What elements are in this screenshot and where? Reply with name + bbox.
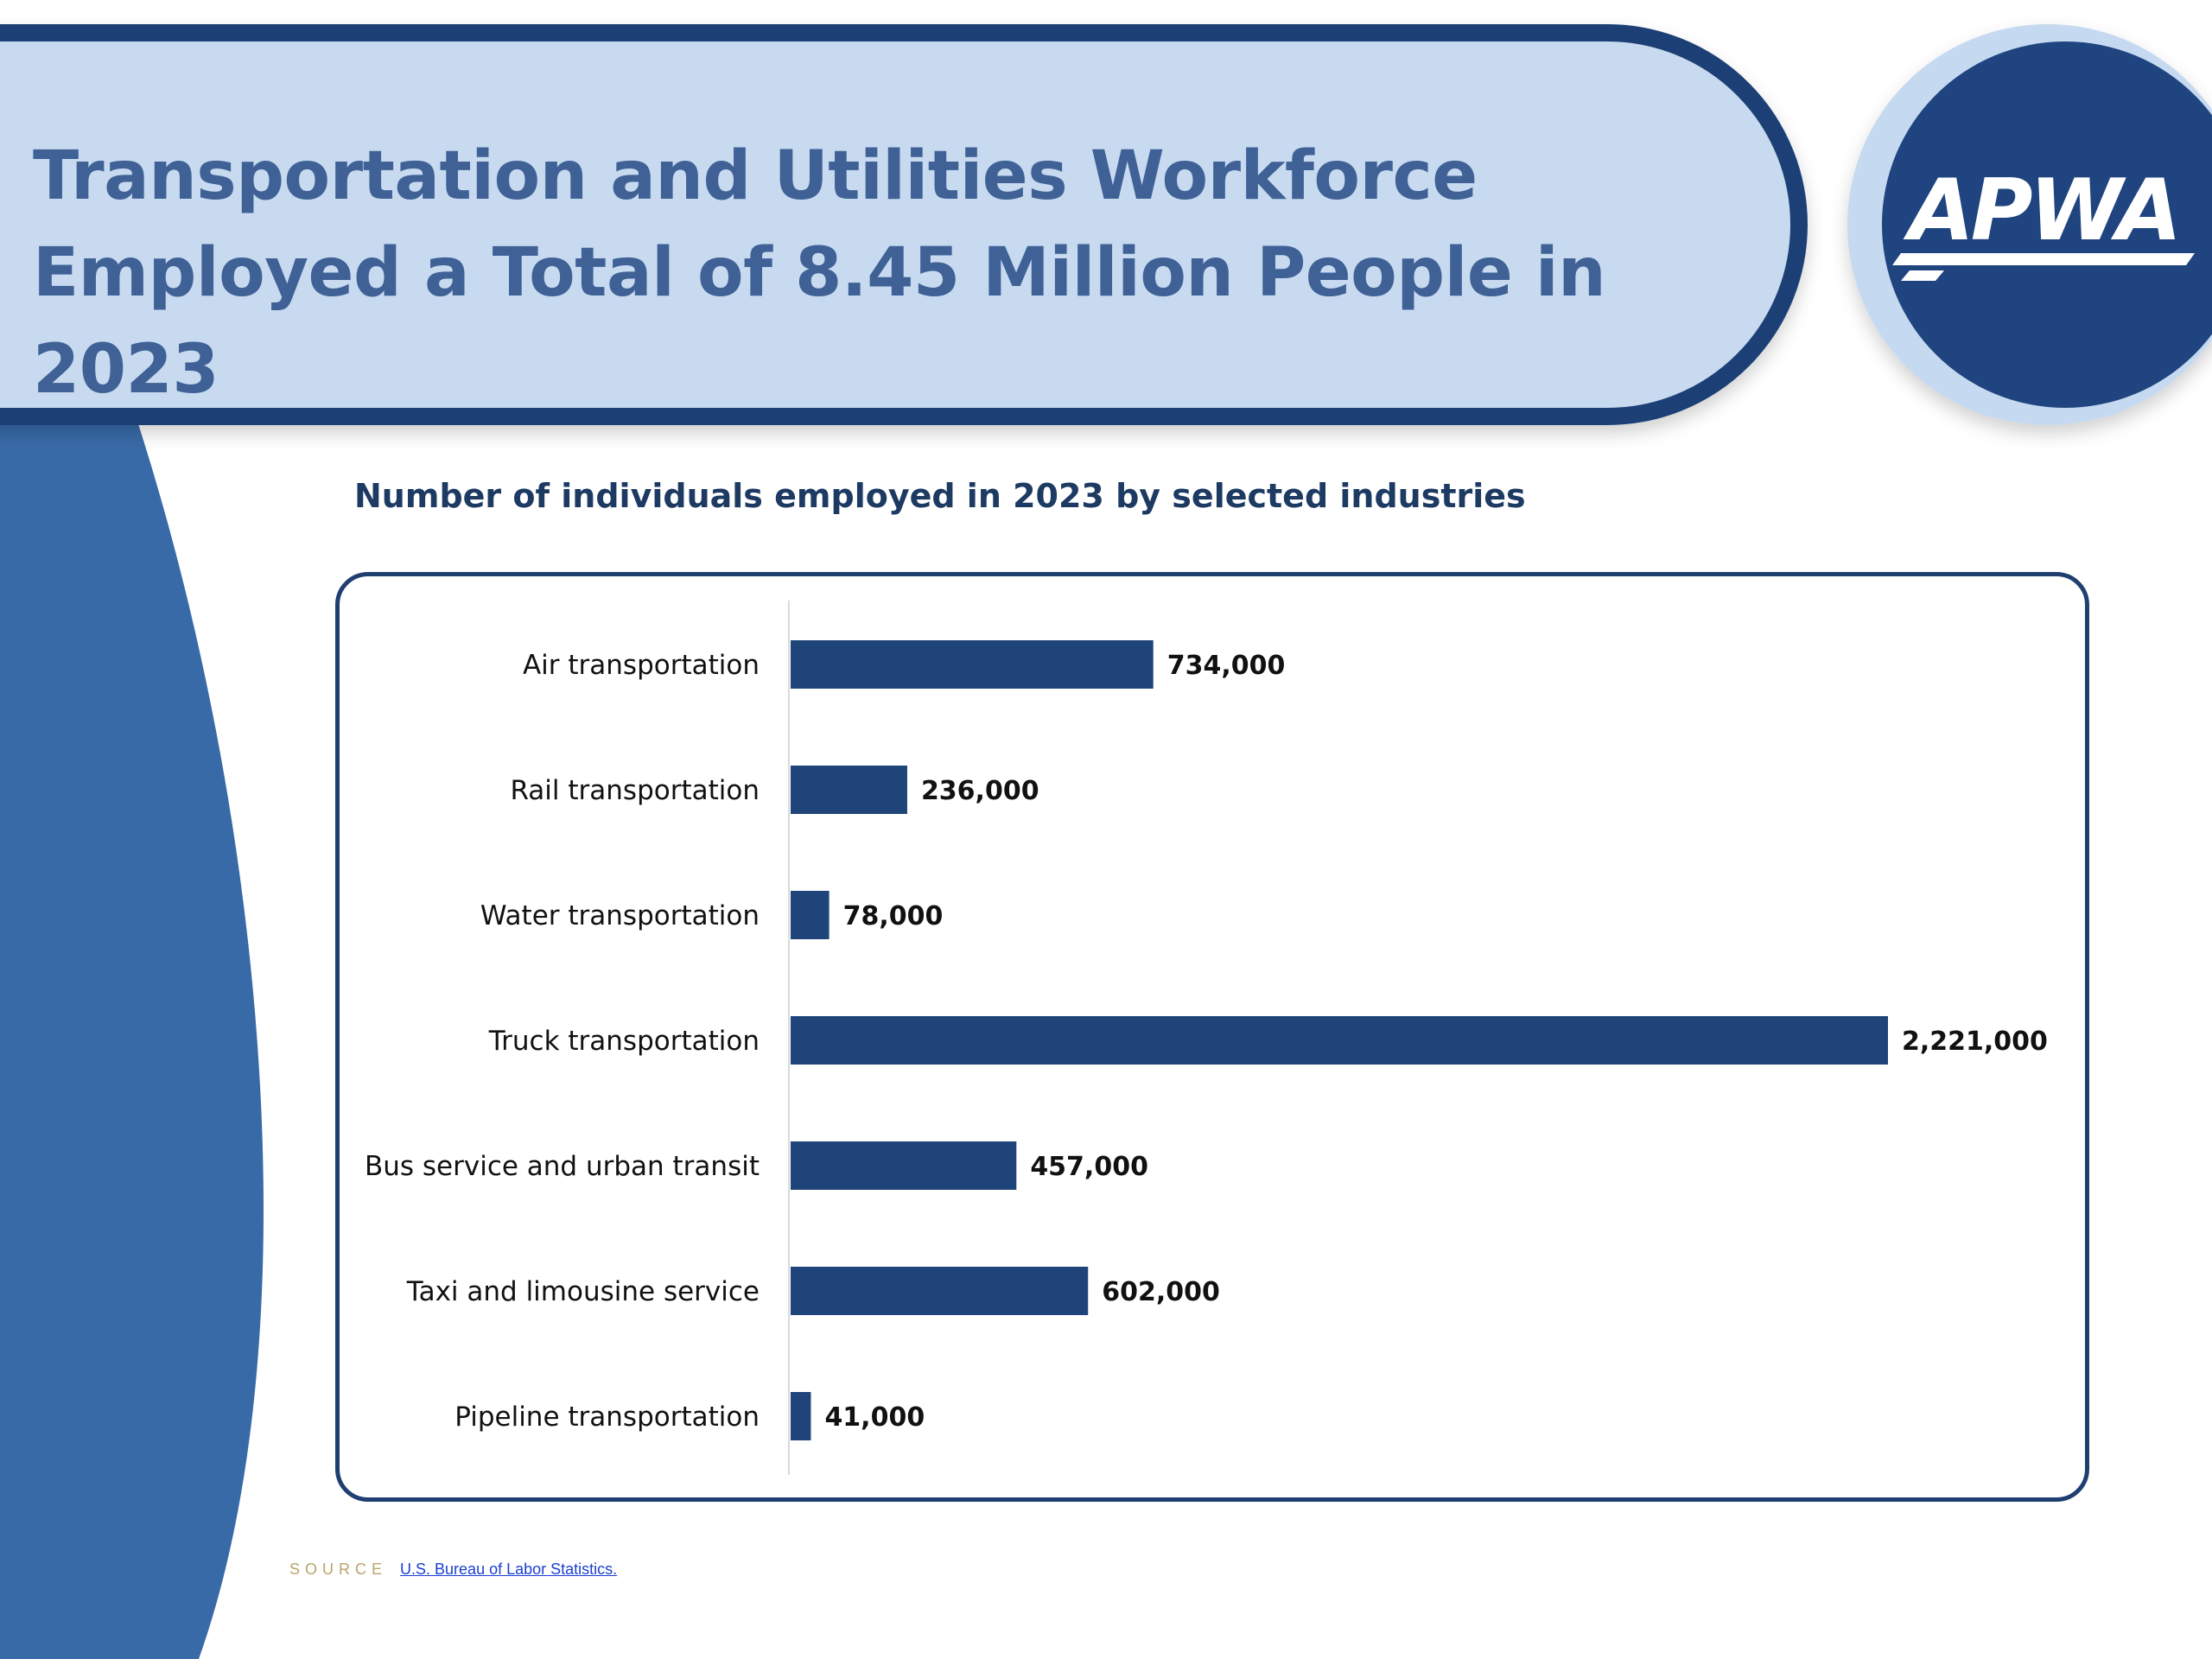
logo-underline	[1892, 253, 2195, 265]
chart-frame: Air transportation 734,000 Rail transporta…	[335, 572, 2089, 1502]
logo-text: APWA	[1903, 162, 2178, 260]
bar	[791, 1141, 1017, 1190]
title-line-2: Employed a Total of 8.45 Million People …	[33, 234, 1606, 409]
bar	[791, 766, 907, 814]
category-label: Air transportation	[523, 650, 760, 681]
category-label: Rail transportation	[510, 775, 760, 806]
title-line-1: Transportation and Utilities Workforce	[33, 137, 1478, 215]
source-link[interactable]: U.S. Bureau of Labor Statistics.	[400, 1560, 618, 1578]
bar	[791, 1016, 1888, 1065]
category-label: Taxi and limousine service	[406, 1276, 760, 1307]
data-label: 78,000	[843, 901, 944, 931]
bar	[791, 1267, 1089, 1315]
source-note: SOURCE U.S. Bureau of Labor Statistics.	[289, 1560, 617, 1579]
bar	[791, 1392, 811, 1440]
data-label: 2,221,000	[1902, 1027, 2048, 1057]
header-band	[0, 24, 1808, 425]
category-label: Bus service and urban transit	[365, 1151, 760, 1182]
logo-badge	[1882, 41, 2212, 408]
side-panel	[0, 397, 264, 1659]
data-label: 457,000	[1030, 1152, 1148, 1182]
data-label: 734,000	[1167, 651, 1286, 681]
source-label: SOURCE	[289, 1560, 388, 1578]
data-label: 236,000	[921, 776, 1039, 806]
bar	[791, 891, 830, 939]
logo-underline-tail	[1901, 270, 1944, 281]
page-title: Transportation and Utilities Workforce E…	[33, 128, 1761, 418]
category-label: Pipeline transportation	[454, 1402, 760, 1433]
apwa-logo: APWA	[1892, 162, 2195, 281]
bar-chart: Air transportation 734,000 Rail transporta…	[365, 601, 2048, 1475]
bar	[791, 640, 1154, 689]
data-label: 602,000	[1102, 1277, 1220, 1307]
chart-title: Number of individuals employed in 2023 b…	[354, 477, 1526, 515]
data-label: 41,000	[824, 1402, 925, 1433]
category-label: Water transportation	[480, 900, 760, 931]
category-label: Truck transportation	[488, 1026, 760, 1057]
